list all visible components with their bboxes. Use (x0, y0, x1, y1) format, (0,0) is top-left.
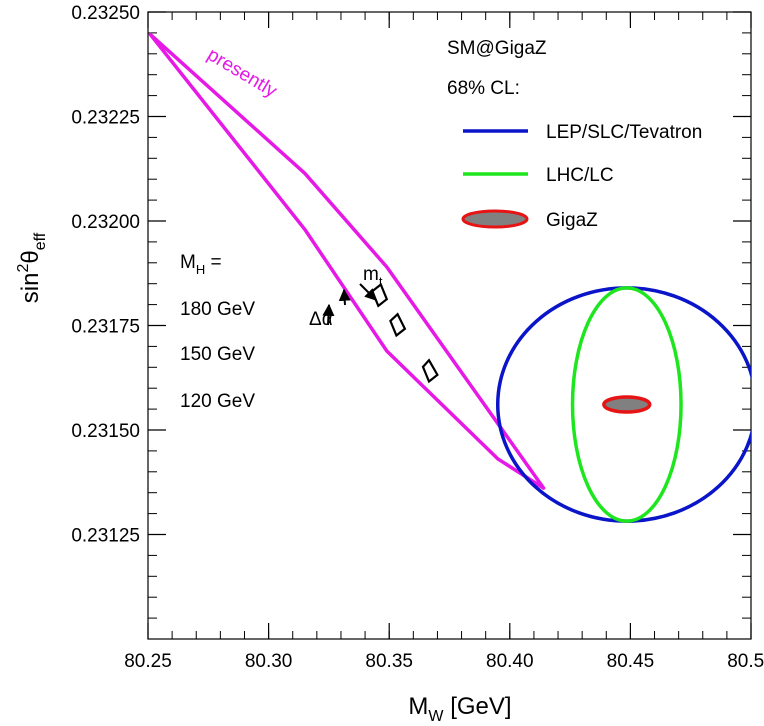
plot-frame (147, 11, 752, 640)
legend-label-lhc: LHC/LC (546, 165, 614, 186)
x-tick-label: 80.45 (607, 651, 655, 672)
x-axis-ticks: 80.25 80.30 80.35 80.40 80.45 80.50 (124, 12, 764, 672)
y-axis-ticks: 0.23125 0.23150 0.23175 0.23200 0.23225 0.232… (71, 3, 751, 640)
y-tick-label: 0.23150 (71, 421, 140, 442)
mh-value-180: 180 GeV (180, 299, 255, 320)
x-tick-label: 80.25 (124, 651, 172, 672)
legend-title: SM@GigaZ (447, 38, 547, 59)
sm-prediction-120-gev (421, 358, 439, 384)
x-tick-label: 80.50 (727, 651, 764, 672)
delta-alpha-arrow-2 (338, 288, 351, 306)
y-tick-label: 0.23250 (71, 3, 140, 24)
mt-label: mt (363, 264, 383, 289)
sm-prediction-150-gev (389, 312, 407, 338)
y-tick-label: 0.23200 (71, 212, 140, 233)
mt-arrow (359, 283, 377, 301)
legend-label-lep: LEP/SLC/Tevatron (546, 122, 702, 143)
legend-swatch-gigaz (461, 209, 529, 229)
legend-label-gigaz: GigaZ (546, 210, 598, 231)
y-tick-label: 0.23225 (71, 108, 140, 129)
delta-alpha-arrow-1 (322, 303, 335, 326)
mh-value-150: 150 GeV (180, 344, 255, 365)
legend-subtitle: 68% CL: (447, 78, 520, 99)
series-gigaz (602, 395, 652, 414)
x-axis-title: MW [GeV] (408, 693, 511, 725)
y-axis-title: sin2θeff (15, 232, 49, 303)
mh-value-120: 120 GeV (180, 391, 255, 412)
x-tick-label: 80.30 (245, 651, 293, 672)
x-tick-label: 80.40 (486, 651, 534, 672)
mh-label: MH = (180, 252, 222, 277)
series-lhc-lc (570, 286, 683, 523)
y-tick-label: 0.23125 (71, 526, 140, 547)
legend: SM@GigaZ 68% CL: LEP/SLC/Tevatron LHC/LC… (447, 38, 702, 231)
series-layer (148, 32, 751, 523)
x-tick-label: 80.35 (365, 651, 413, 672)
y-tick-label: 0.23175 (71, 317, 140, 338)
